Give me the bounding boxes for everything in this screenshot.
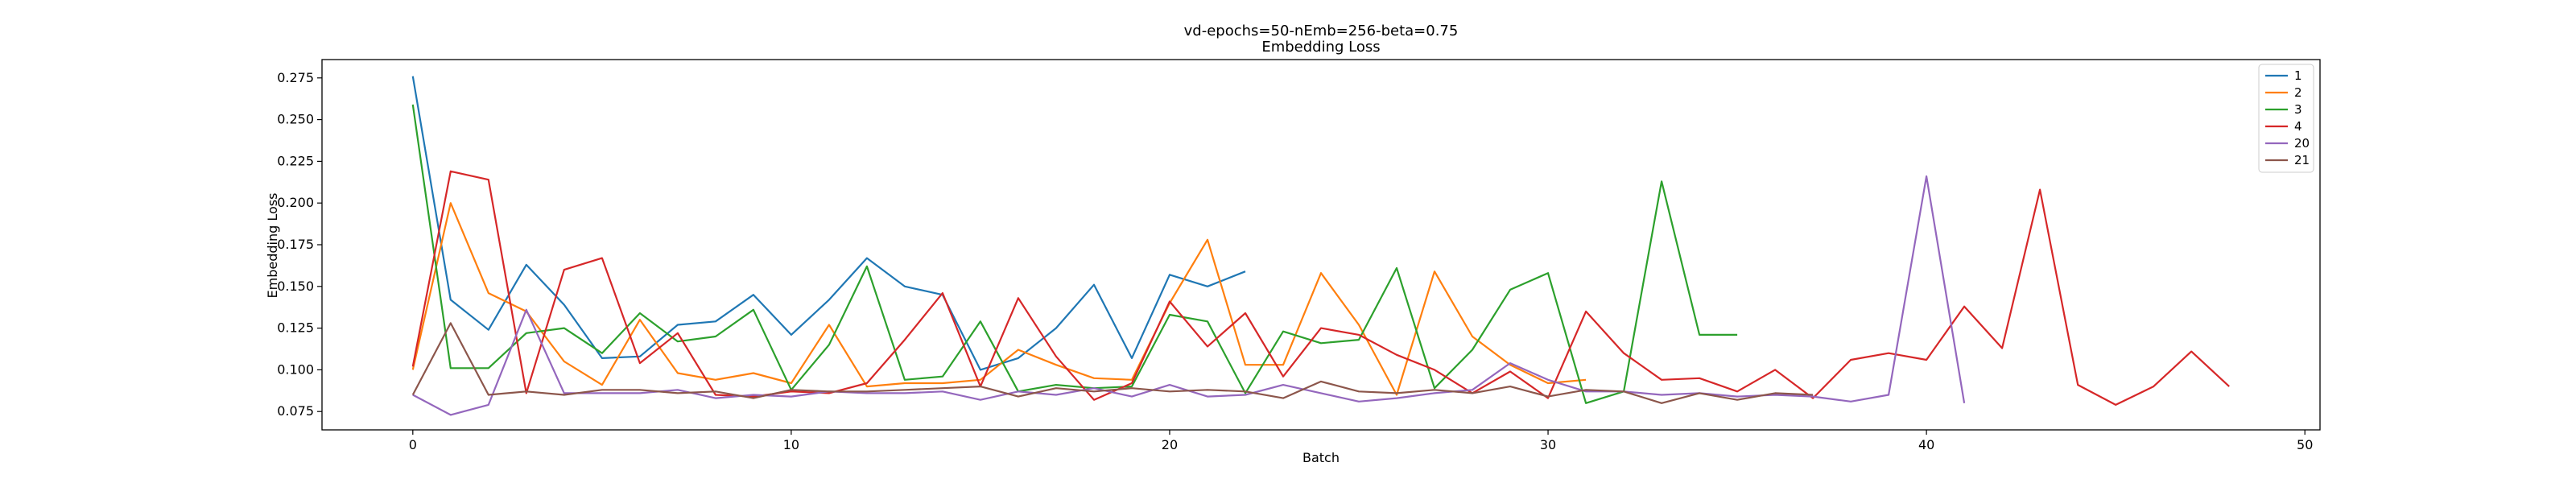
legend-label: 3 (2294, 102, 2302, 117)
y-tick-label: 0.125 (277, 320, 314, 336)
legend-label: 20 (2294, 136, 2310, 151)
legend-label: 1 (2294, 68, 2302, 83)
x-tick-label: 0 (409, 437, 417, 452)
y-tick-label: 0.175 (277, 237, 314, 252)
y-tick-label: 0.100 (277, 361, 314, 377)
x-tick-label: 30 (1540, 437, 1556, 452)
series-line-1 (411, 76, 1246, 371)
plot-area (411, 76, 2230, 416)
x-tick-label: 10 (783, 437, 799, 452)
legend-label: 4 (2294, 119, 2302, 134)
y-tick-label: 0.250 (277, 112, 314, 127)
y-tick-label: 0.200 (277, 195, 314, 210)
y-tick-label: 0.150 (277, 279, 314, 294)
x-tick-label: 20 (1162, 437, 1178, 452)
legend-label: 2 (2294, 85, 2302, 100)
x-tick-label: 50 (2297, 437, 2313, 452)
series-line-4 (411, 170, 2230, 406)
chart-subtitle: Embedding Loss (1261, 39, 1380, 56)
legend-box (2258, 64, 2314, 173)
series-line-21 (411, 322, 1814, 404)
legend: 1 2 3 4 20 21 (2258, 64, 2314, 173)
y-tick-label: 0.275 (277, 70, 314, 85)
plot-frame (321, 59, 2321, 431)
y-axis-label: Embedding Loss (265, 193, 280, 299)
chart-title: vd-epochs=50-nEmb=256-beta=0.75 (1184, 23, 1459, 39)
series-line-20 (412, 175, 1966, 416)
x-axis-ticks: 0 10 20 30 40 50 (409, 430, 2313, 452)
y-axis-ticks: 0.075 0.100 0.125 0.150 0.175 0.200 0.225 0.250… (277, 70, 322, 419)
x-tick-label: 40 (1918, 437, 1934, 452)
x-axis-label: Batch (1302, 450, 1340, 465)
series-line-2 (411, 202, 1587, 396)
series-line-3 (411, 104, 1738, 404)
legend-label: 21 (2294, 153, 2310, 167)
y-tick-label: 0.075 (277, 403, 314, 419)
y-tick-label: 0.225 (277, 153, 314, 168)
